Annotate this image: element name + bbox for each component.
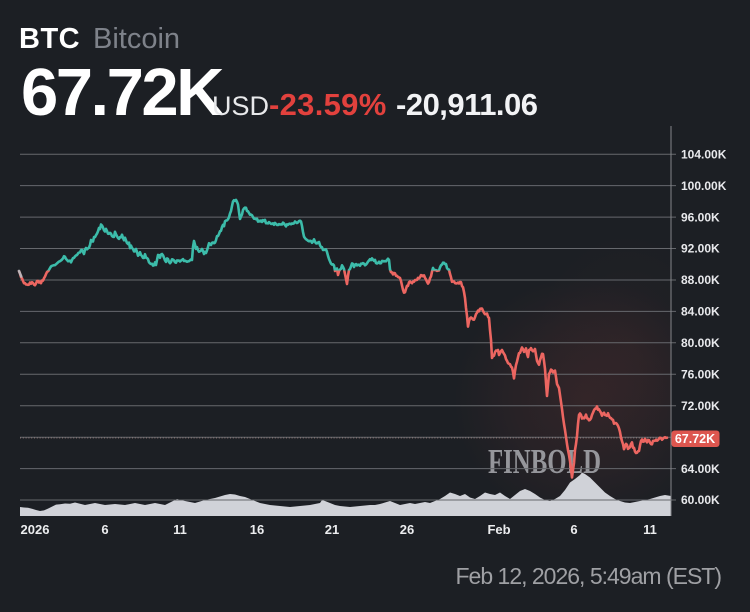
svg-text:21: 21	[325, 522, 339, 537]
svg-text:60.00K: 60.00K	[681, 493, 720, 507]
svg-text:FINBOLD: FINBOLD	[488, 442, 601, 481]
svg-text:6: 6	[570, 522, 577, 537]
svg-text:84.00K: 84.00K	[681, 305, 720, 319]
svg-text:6: 6	[101, 522, 108, 537]
svg-text:72.00K: 72.00K	[681, 399, 720, 413]
svg-text:16: 16	[250, 522, 264, 537]
svg-text:96.00K: 96.00K	[681, 210, 720, 224]
svg-text:80.00K: 80.00K	[681, 336, 720, 350]
svg-text:11: 11	[643, 522, 657, 537]
svg-text:Feb: Feb	[487, 522, 510, 537]
svg-text:11: 11	[173, 522, 187, 537]
svg-text:26: 26	[400, 522, 414, 537]
svg-text:104.00K: 104.00K	[681, 147, 727, 161]
svg-text:67.72K: 67.72K	[675, 432, 715, 446]
svg-text:88.00K: 88.00K	[681, 273, 720, 287]
svg-text:76.00K: 76.00K	[681, 368, 720, 382]
svg-text:92.00K: 92.00K	[681, 242, 720, 256]
svg-text:2026: 2026	[21, 522, 50, 537]
svg-text:100.00K: 100.00K	[681, 179, 727, 193]
svg-text:64.00K: 64.00K	[681, 462, 720, 476]
